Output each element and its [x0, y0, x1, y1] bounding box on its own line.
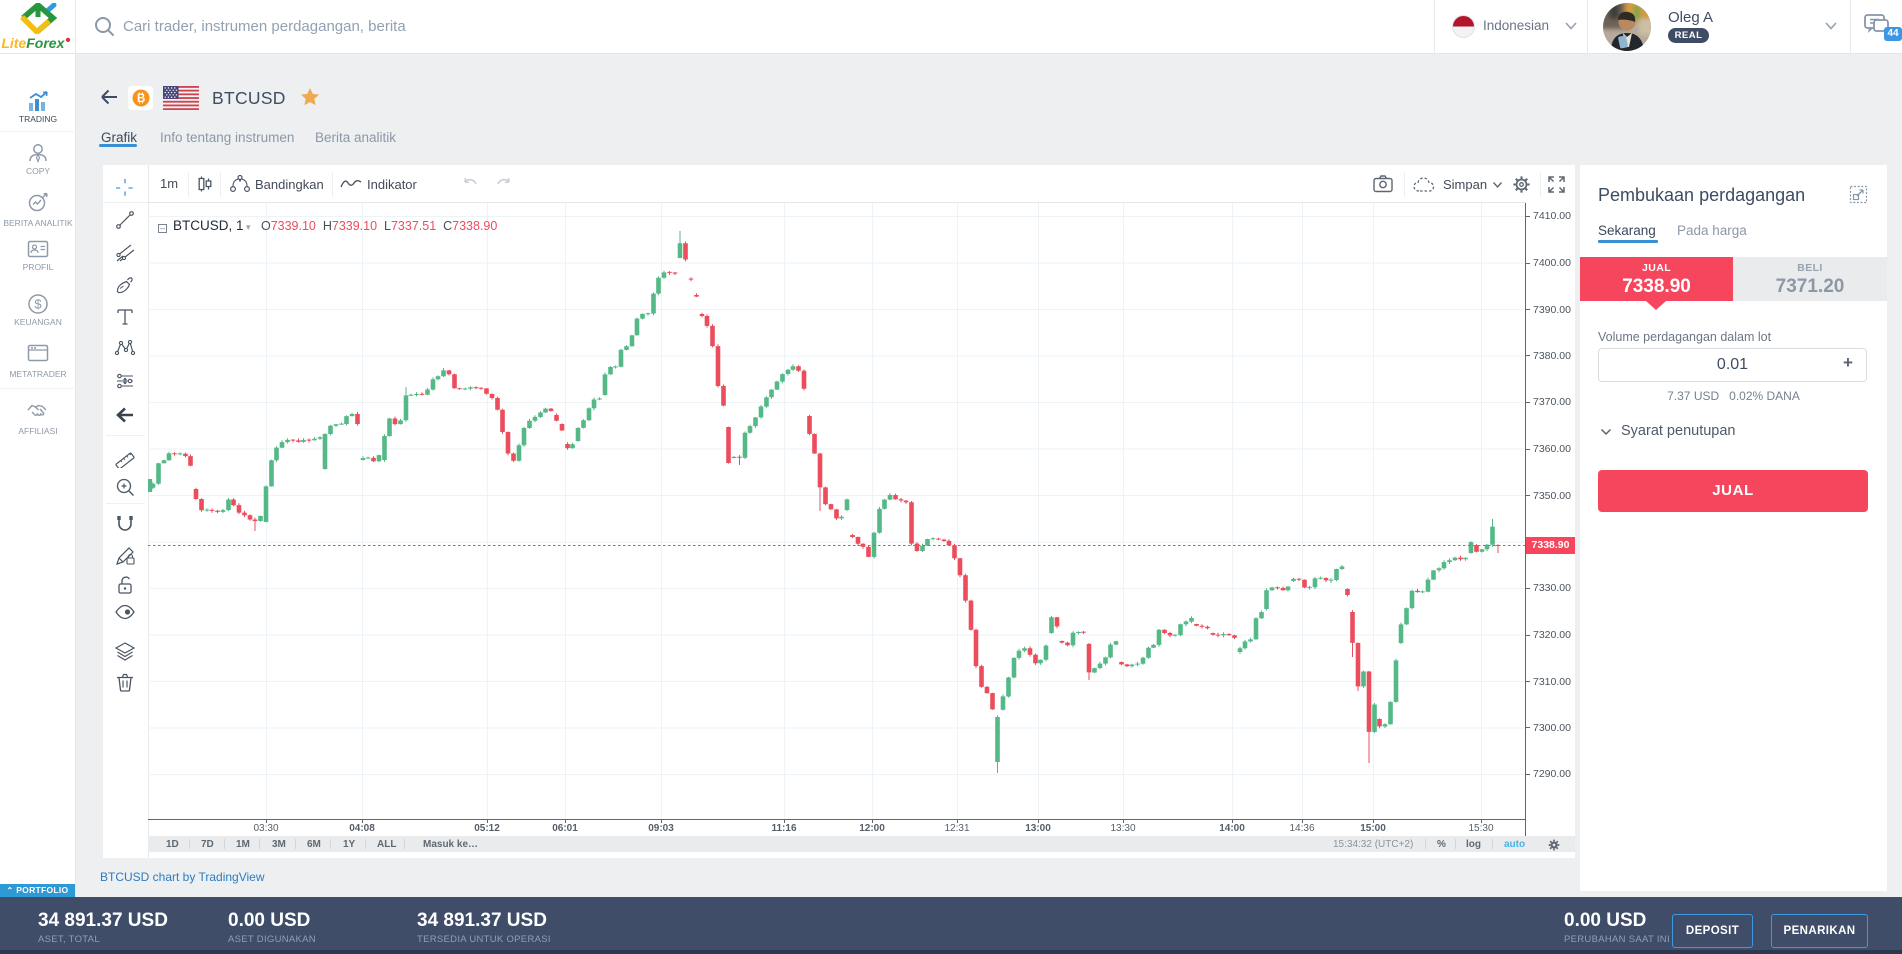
- svg-text:$: $: [34, 297, 42, 312]
- svg-text:B: B: [137, 93, 145, 105]
